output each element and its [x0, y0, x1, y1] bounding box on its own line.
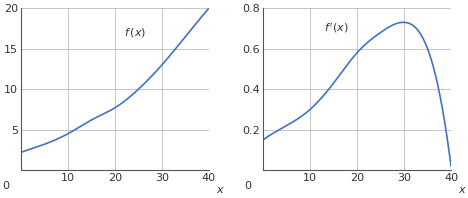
Text: $f\,(x)$: $f\,(x)$: [124, 26, 146, 39]
Text: 0: 0: [245, 181, 252, 191]
Text: 0: 0: [2, 181, 9, 191]
Text: $f\,'(x)$: $f\,'(x)$: [324, 21, 349, 35]
Text: x: x: [458, 185, 465, 195]
Text: x: x: [216, 185, 223, 195]
